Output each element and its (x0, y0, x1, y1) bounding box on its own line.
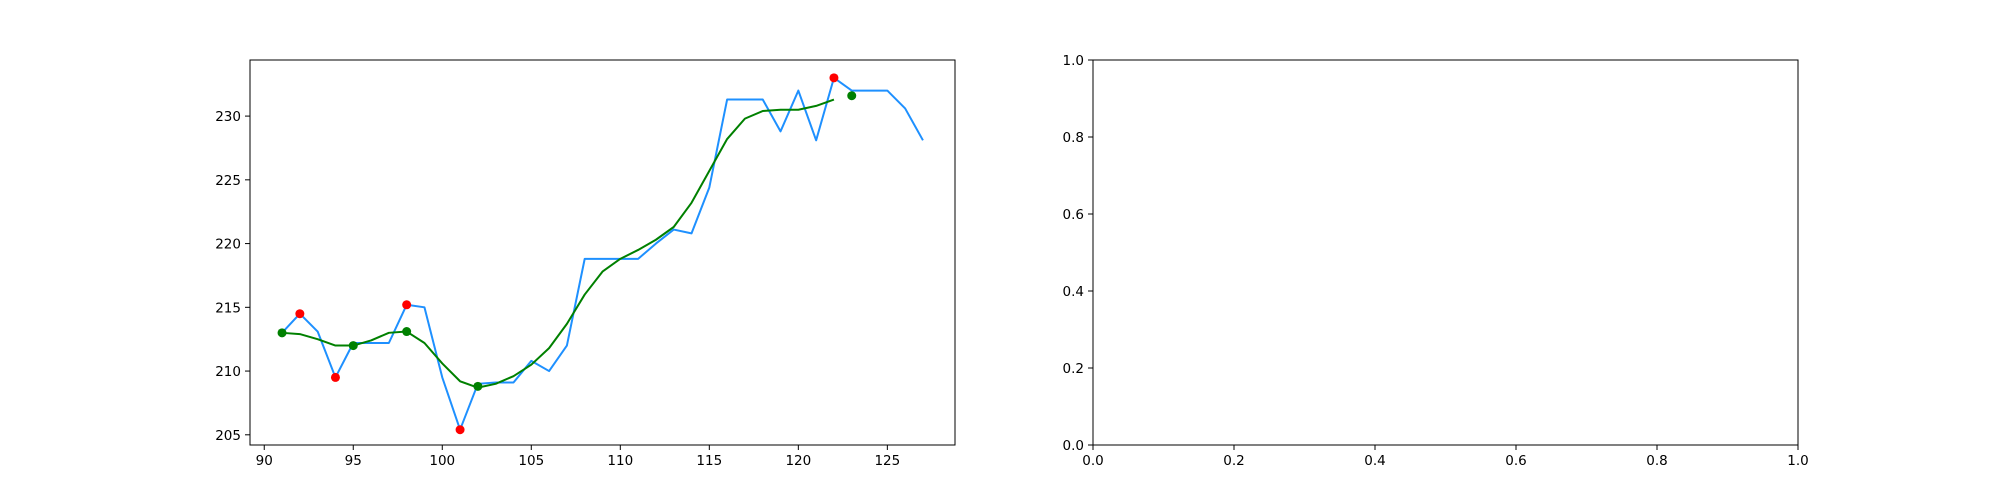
y-tick-label: 0.6 (1063, 207, 1084, 223)
x-tick-label: 115 (696, 453, 722, 469)
green-marker-point (473, 381, 483, 391)
x-tick-label: 105 (518, 453, 544, 469)
y-tick-label: 0.4 (1063, 284, 1084, 300)
x-tick-label: 120 (785, 453, 811, 469)
left-axes: 90 95 100 105 110 115 120 125 205 210 215 220 225 230 (215, 59, 956, 469)
red-marker-point (829, 73, 839, 83)
price-series-line (281, 76, 924, 431)
green-marker-point (348, 341, 358, 351)
axes-frame (1092, 59, 1799, 446)
red-marker-point (455, 425, 465, 435)
y-tick-label: 210 (215, 364, 241, 380)
x-tick-label: 0.2 (1223, 453, 1244, 469)
right-axes: 0.0 0.2 0.4 0.6 0.8 1.0 0.0 0.2 0.4 0.6 0.8 1.0 (1063, 53, 1809, 469)
y-tick-label: 1.0 (1063, 53, 1084, 69)
y-tick-label: 0.2 (1063, 361, 1084, 377)
y-tick-label: 0.8 (1063, 130, 1084, 146)
x-tick-label: 95 (345, 453, 362, 469)
y-tick-label: 0.0 (1063, 438, 1084, 454)
green-marker-point (847, 91, 857, 101)
x-tick-label: 0.8 (1646, 453, 1667, 469)
green-marker-point (402, 327, 412, 337)
x-tick-label: 125 (874, 453, 900, 469)
smoothed-series-line (281, 98, 835, 389)
red-marker-point (295, 309, 305, 319)
x-tick-label: 90 (256, 453, 273, 469)
y-tick-label: 205 (215, 428, 241, 444)
x-tick-label: 0.4 (1364, 453, 1385, 469)
y-tick-label: 230 (215, 109, 241, 125)
x-tick-label: 1.0 (1787, 453, 1808, 469)
red-marker-point (330, 372, 340, 382)
y-tick-label: 225 (215, 173, 241, 189)
red-marker-point (402, 300, 412, 310)
y-tick-label: 220 (215, 237, 241, 253)
x-tick-label: 0.0 (1082, 453, 1103, 469)
x-tick-label: 110 (607, 453, 633, 469)
green-marker-point (277, 328, 287, 338)
x-tick-label: 100 (429, 453, 455, 469)
x-tick-label: 0.6 (1505, 453, 1526, 469)
y-tick-label: 215 (215, 300, 241, 316)
axes-frame (249, 59, 956, 446)
